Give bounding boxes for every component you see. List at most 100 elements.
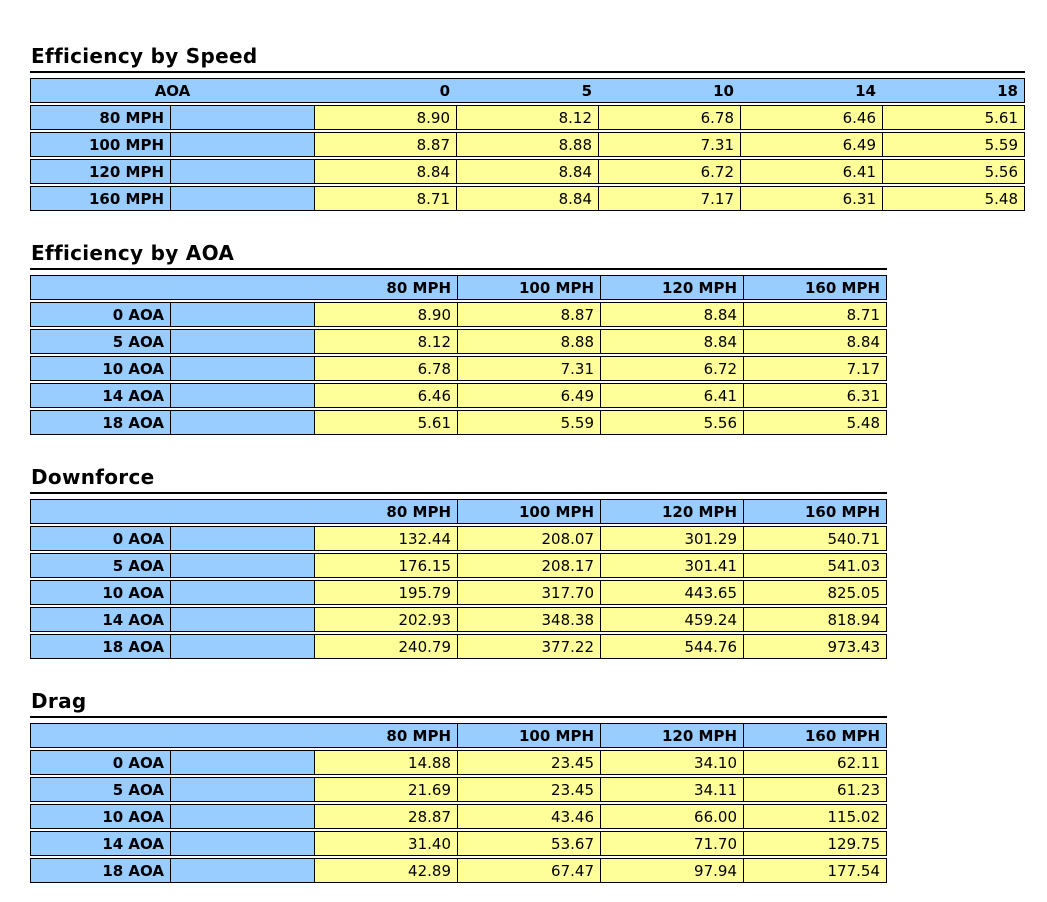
data-table-downforce: 80 MPH 100 MPH 120 MPH 160 MPH 0 AOA 132.44 20… (30, 499, 887, 659)
value-cell: 6.41 (740, 160, 882, 183)
table-row: 100 MPH 8.87 8.88 7.31 6.49 5.59 (30, 132, 1025, 157)
value-cell: 71.70 (600, 832, 743, 855)
value-cell: 195.79 (314, 581, 457, 604)
worksheet: Efficiency by Speed AOA 0 5 10 14 18 80 MPH 8.9… (30, 44, 1025, 883)
column-header-cell: 160 MPH (743, 724, 886, 747)
value-cell: 132.44 (314, 527, 457, 550)
column-header-cell: 80 MPH (386, 726, 451, 745)
value-cell: 5.59 (882, 133, 1024, 156)
row-label-cell: 14 AOA (102, 386, 164, 405)
value-cell: 317.70 (457, 581, 600, 604)
row-label-cell: 0 AOA (112, 305, 164, 324)
value-cell: 208.07 (457, 527, 600, 550)
value-cell: 23.45 (457, 778, 600, 801)
spacer-cell (170, 133, 314, 156)
value-cell: 6.78 (314, 357, 457, 380)
section-title: Downforce (30, 465, 887, 494)
section-title: Efficiency by AOA (30, 241, 887, 270)
value-cell: 301.29 (600, 527, 743, 550)
table-row: 14 AOA 6.46 6.49 6.41 6.31 (30, 383, 887, 408)
value-cell: 8.90 (314, 303, 457, 326)
column-header-cell: 160 MPH (743, 276, 886, 299)
row-label-cell: 0 AOA (112, 753, 164, 772)
value-cell: 62.11 (743, 751, 886, 774)
value-cell: 8.84 (600, 330, 743, 353)
column-header-cell: 100 MPH (457, 724, 600, 747)
value-cell: 8.71 (314, 187, 456, 210)
row-label-cell: 10 AOA (102, 583, 164, 602)
table-row: 18 AOA 5.61 5.59 5.56 5.48 (30, 410, 887, 435)
table-row: 5 AOA 8.12 8.88 8.84 8.84 (30, 329, 887, 354)
table-row: 5 AOA 21.69 23.45 34.11 61.23 (30, 777, 887, 802)
data-table-efficiency-by-aoa: 80 MPH 100 MPH 120 MPH 160 MPH 0 AOA 8.90 8.87… (30, 275, 887, 435)
spacer-cell (170, 608, 314, 631)
section-downforce: Downforce 80 MPH 100 MPH 120 MPH 160 MPH 0 A… (30, 465, 887, 659)
value-cell: 6.46 (740, 106, 882, 129)
row-label-cell: 100 MPH (88, 135, 164, 154)
data-table-efficiency-by-speed: AOA 0 5 10 14 18 80 MPH 8.90 8.12 6.78 6.46 5.61 100… (30, 78, 1025, 211)
value-cell: 5.48 (743, 411, 886, 434)
column-header-cell: 100 MPH (457, 276, 600, 299)
value-cell: 6.72 (598, 160, 740, 183)
value-cell: 544.76 (600, 635, 743, 658)
value-cell: 5.56 (882, 160, 1024, 183)
value-cell: 7.17 (743, 357, 886, 380)
value-cell: 21.69 (314, 778, 457, 801)
value-cell: 6.31 (740, 187, 882, 210)
value-cell: 240.79 (314, 635, 457, 658)
value-cell: 34.11 (600, 778, 743, 801)
section-title: Efficiency by Speed (30, 44, 1025, 73)
column-header-cell: 14 (855, 81, 876, 100)
value-cell: 8.71 (743, 303, 886, 326)
value-cell: 202.93 (314, 608, 457, 631)
value-cell: 8.84 (314, 160, 456, 183)
value-cell: 8.88 (456, 133, 598, 156)
row-label-cell: 80 MPH (99, 108, 164, 127)
value-cell: 825.05 (743, 581, 886, 604)
row-label-cell: 18 AOA (102, 413, 164, 432)
corner-header-cell: AOA (154, 81, 191, 100)
value-cell: 348.38 (457, 608, 600, 631)
column-header-cell: 120 MPH (600, 276, 743, 299)
value-cell: 208.17 (457, 554, 600, 577)
data-table-drag: 80 MPH 100 MPH 120 MPH 160 MPH 0 AOA 14.88 23.… (30, 723, 887, 883)
value-cell: 6.78 (598, 106, 740, 129)
column-header-cell: 160 MPH (743, 500, 886, 523)
header-row: AOA 0 5 10 14 18 (30, 78, 1025, 103)
spacer-cell (170, 859, 314, 882)
header-row: 80 MPH 100 MPH 120 MPH 160 MPH (30, 499, 887, 524)
column-header-cell: 5 (581, 81, 592, 100)
value-cell: 5.56 (600, 411, 743, 434)
value-cell: 31.40 (314, 832, 457, 855)
value-cell: 176.15 (314, 554, 457, 577)
value-cell: 8.87 (457, 303, 600, 326)
spacer-cell (170, 330, 314, 353)
value-cell: 115.02 (743, 805, 886, 828)
column-header-cell: 0 (439, 81, 450, 100)
value-cell: 23.45 (457, 751, 600, 774)
value-cell: 5.48 (882, 187, 1024, 210)
spacer-cell (170, 106, 314, 129)
value-cell: 8.84 (743, 330, 886, 353)
spacer-cell (170, 357, 314, 380)
row-label-cell: 5 AOA (112, 332, 164, 351)
value-cell: 540.71 (743, 527, 886, 550)
value-cell: 973.43 (743, 635, 886, 658)
value-cell: 7.31 (598, 133, 740, 156)
section-efficiency-by-aoa: Efficiency by AOA 80 MPH 100 MPH 120 MPH 16… (30, 241, 887, 435)
table-row: 160 MPH 8.71 8.84 7.17 6.31 5.48 (30, 186, 1025, 211)
value-cell: 301.41 (600, 554, 743, 577)
value-cell: 7.31 (457, 357, 600, 380)
row-label-cell: 5 AOA (112, 780, 164, 799)
value-cell: 66.00 (600, 805, 743, 828)
value-cell: 8.12 (456, 106, 598, 129)
section-title: Drag (30, 689, 887, 718)
value-cell: 8.90 (314, 106, 456, 129)
row-label-cell: 10 AOA (102, 807, 164, 826)
value-cell: 8.87 (314, 133, 456, 156)
value-cell: 8.88 (457, 330, 600, 353)
value-cell: 6.46 (314, 384, 457, 407)
spacer-cell (170, 411, 314, 434)
value-cell: 459.24 (600, 608, 743, 631)
corner-header-cell (31, 276, 314, 299)
